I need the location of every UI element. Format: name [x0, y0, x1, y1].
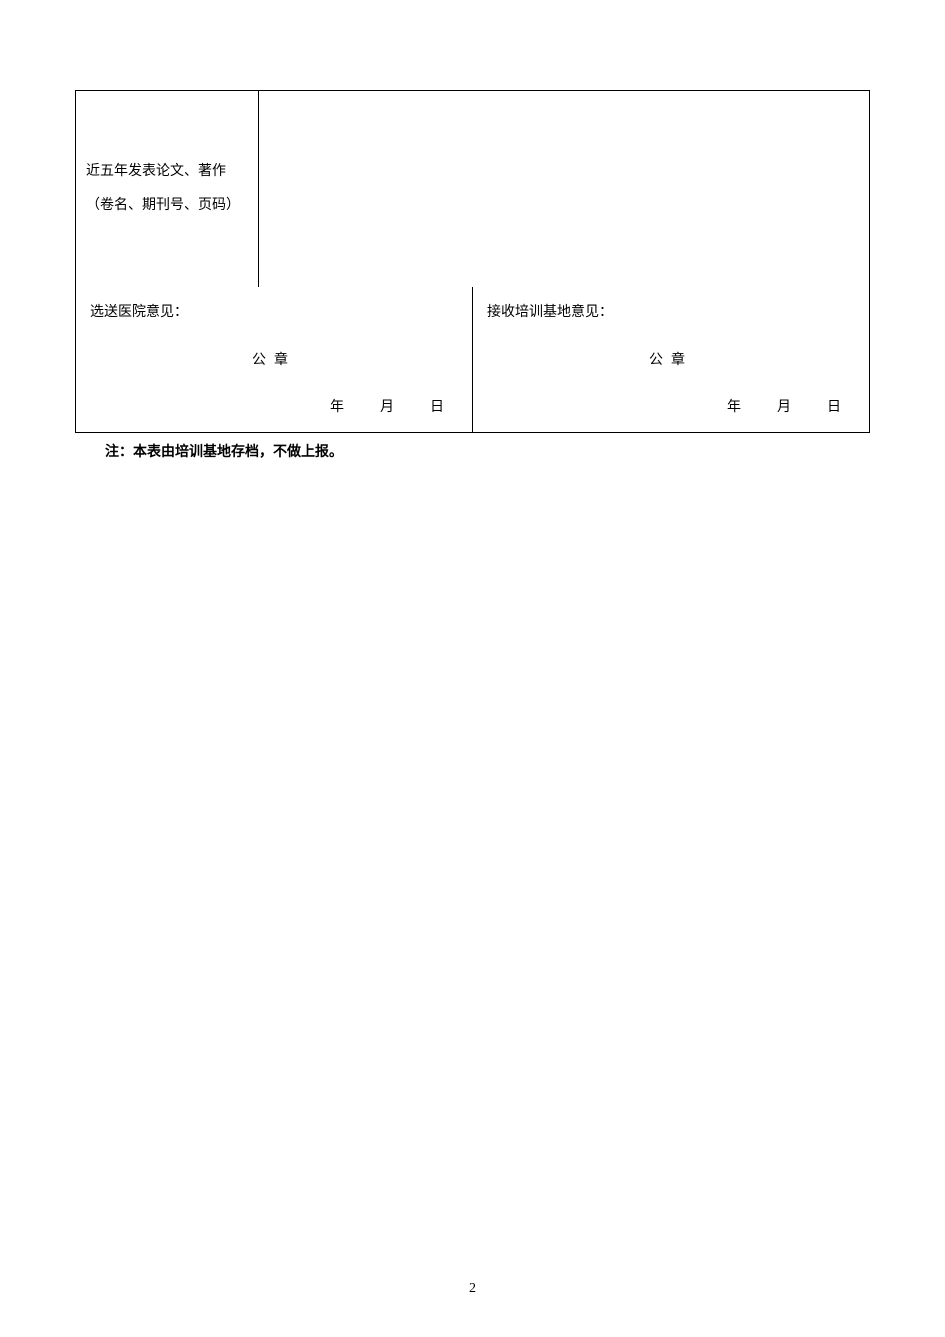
day-label: 日 — [430, 400, 444, 415]
table-row: 选送医院意见： 公章 年 月 日 接收培训基地意见： 公章 年 月 日 — [76, 287, 870, 433]
publications-label-cell: 近五年发表论文、著作 （卷名、期刊号、页码） — [76, 91, 259, 287]
footnote: 注：本表由培训基地存档，不做上报。 — [75, 441, 870, 461]
day-label: 日 — [827, 400, 841, 415]
month-label: 月 — [777, 400, 791, 415]
receiving-base-cell: 接收培训基地意见： 公章 年 月 日 — [473, 287, 870, 433]
year-label: 年 — [727, 400, 741, 415]
form-table-top: 近五年发表论文、著作 （卷名、期刊号、页码） — [75, 90, 870, 287]
receiving-base-date: 年月日 — [691, 396, 841, 416]
publications-label-line1: 近五年发表论文、著作 — [86, 155, 248, 189]
month-label: 月 — [380, 400, 394, 415]
year-label: 年 — [330, 400, 344, 415]
receiving-base-seal: 公章 — [473, 349, 869, 369]
publications-label-line2: （卷名、期刊号、页码） — [86, 189, 248, 223]
receiving-base-label: 接收培训基地意见： — [473, 287, 869, 321]
sending-hospital-date: 年月日 — [294, 396, 444, 416]
publications-value-cell — [258, 91, 869, 287]
table-row: 近五年发表论文、著作 （卷名、期刊号、页码） — [76, 91, 870, 287]
form-table-bottom: 选送医院意见： 公章 年 月 日 接收培训基地意见： 公章 年 月 日 — [75, 287, 870, 434]
sending-hospital-cell: 选送医院意见： 公章 年 月 日 — [76, 287, 473, 433]
form-wrapper: 近五年发表论文、著作 （卷名、期刊号、页码） 选送医院意见： 公章 年 月 日 接收… — [75, 90, 870, 461]
sending-hospital-seal: 公章 — [76, 349, 472, 369]
page-number: 2 — [0, 1281, 945, 1297]
sending-hospital-label: 选送医院意见： — [76, 287, 472, 321]
